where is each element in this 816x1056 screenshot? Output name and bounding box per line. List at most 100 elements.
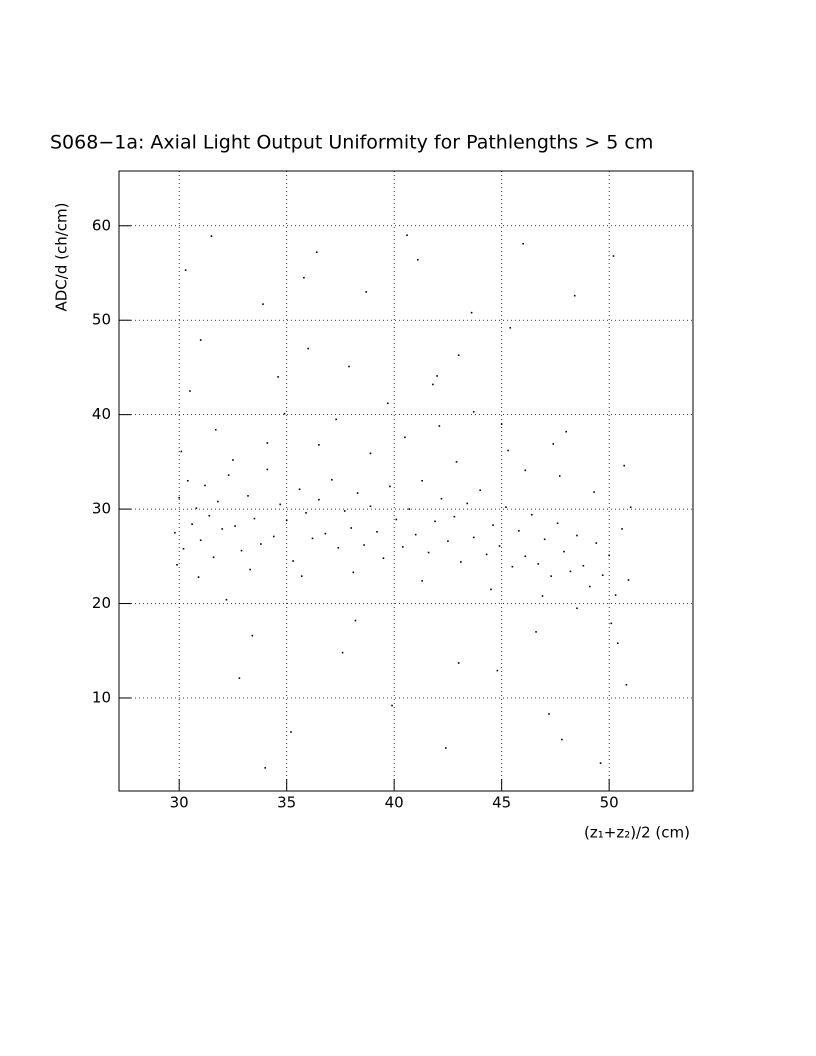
plot-frame — [118, 170, 694, 792]
point — [576, 534, 578, 537]
point — [455, 461, 458, 463]
point — [331, 479, 333, 481]
y-tick-label: 50 — [92, 311, 111, 329]
point — [627, 579, 630, 581]
point — [395, 518, 398, 521]
point — [324, 532, 327, 535]
point — [290, 731, 292, 733]
point — [307, 347, 309, 350]
point — [195, 507, 198, 509]
point — [376, 530, 378, 533]
point — [337, 547, 340, 549]
y-tick-label: 30 — [92, 500, 111, 518]
point — [197, 576, 200, 578]
point — [447, 540, 449, 543]
point — [341, 651, 344, 654]
point — [335, 418, 337, 421]
point — [227, 474, 230, 476]
point — [569, 570, 572, 573]
chart-title: S068−1a: Axial Light Output Uniformity f… — [50, 132, 653, 154]
point — [186, 479, 189, 482]
point — [232, 459, 234, 461]
point — [548, 713, 550, 715]
point — [184, 269, 187, 271]
point — [406, 234, 408, 237]
point — [408, 508, 411, 510]
point — [466, 502, 469, 505]
point — [438, 425, 441, 427]
point — [208, 514, 211, 517]
point — [365, 291, 368, 293]
point — [492, 524, 494, 526]
point — [453, 515, 456, 518]
point — [303, 276, 305, 279]
point — [444, 747, 447, 749]
point — [457, 354, 460, 356]
point — [401, 546, 404, 548]
point — [199, 539, 202, 542]
point — [421, 580, 423, 582]
point — [247, 495, 249, 497]
point — [561, 738, 563, 741]
point — [507, 449, 509, 452]
point — [249, 568, 251, 571]
point — [558, 475, 561, 477]
point — [472, 411, 475, 413]
point — [292, 560, 294, 562]
point — [610, 622, 613, 625]
point — [262, 303, 264, 305]
point — [272, 535, 275, 538]
point — [285, 519, 288, 522]
point — [500, 423, 503, 425]
point — [563, 550, 565, 553]
point — [490, 588, 492, 591]
point — [354, 619, 357, 622]
point — [363, 544, 365, 546]
point — [550, 575, 552, 577]
point — [595, 542, 598, 544]
point — [421, 479, 423, 482]
x-axis-label: (z₁+z₂)/2 (cm) — [584, 824, 690, 842]
point — [460, 561, 462, 563]
point — [318, 444, 320, 446]
point — [541, 595, 544, 597]
point — [343, 510, 346, 512]
point — [251, 634, 254, 637]
point — [552, 443, 555, 445]
point — [386, 402, 389, 405]
point — [174, 531, 176, 534]
x-tick-label: 50 — [600, 794, 619, 812]
point — [277, 376, 279, 378]
point — [182, 547, 185, 550]
point — [505, 506, 507, 509]
point — [485, 553, 488, 556]
point — [479, 489, 481, 492]
point — [298, 488, 301, 491]
point — [601, 574, 604, 577]
point — [266, 468, 269, 471]
point — [608, 554, 610, 557]
point — [191, 523, 193, 526]
point — [217, 500, 219, 503]
point — [180, 450, 183, 453]
point — [535, 631, 537, 633]
point — [509, 326, 512, 329]
point — [621, 528, 623, 530]
point — [623, 464, 626, 467]
point — [582, 564, 585, 567]
point — [616, 642, 619, 645]
point — [234, 525, 236, 527]
x-tick-label: 30 — [170, 794, 189, 812]
x-tick-label: 40 — [385, 794, 404, 812]
x-tick-label: 35 — [277, 794, 296, 812]
point — [556, 522, 559, 525]
point — [311, 537, 314, 540]
point — [283, 412, 286, 415]
point — [522, 242, 524, 245]
point — [629, 506, 632, 509]
point — [238, 677, 241, 679]
point — [530, 513, 533, 516]
point — [260, 543, 262, 545]
point — [204, 484, 206, 487]
